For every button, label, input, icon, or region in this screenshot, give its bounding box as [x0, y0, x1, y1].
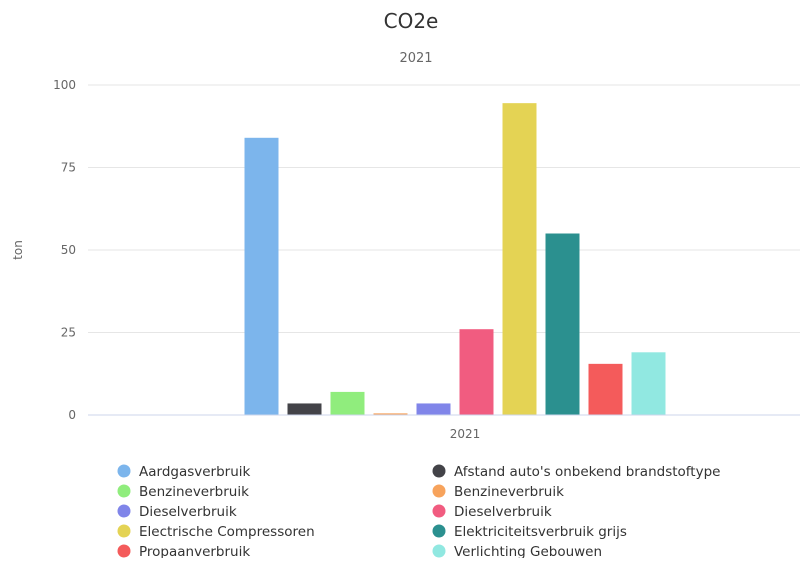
legend-item[interactable]: Dieselverbruik — [432, 504, 552, 520]
bar[interactable] — [287, 403, 322, 415]
legend-item[interactable]: Verlichting Gebouwen — [432, 544, 603, 560]
y-tick-label: 50 — [61, 243, 76, 257]
legend-item[interactable]: Dieselverbruik — [117, 504, 237, 520]
bar[interactable] — [502, 103, 537, 416]
bar[interactable] — [545, 233, 580, 416]
y-tick-label: 100 — [53, 78, 76, 92]
y-tick-label: 25 — [61, 326, 76, 340]
legend-marker — [432, 484, 446, 498]
legend-item[interactable]: Electrische Compressoren — [117, 524, 315, 540]
legend-label: Dieselverbruik — [454, 504, 552, 520]
legend-item[interactable]: Aardgasverbruik — [117, 464, 251, 480]
legend-marker — [117, 544, 131, 558]
chart-title: CO2e — [384, 9, 439, 33]
y-axis-label: ton — [11, 240, 25, 260]
legend-marker — [117, 504, 131, 518]
legend-label: Propaanverbruik — [139, 544, 250, 558]
bar[interactable] — [459, 329, 494, 415]
bar[interactable] — [330, 391, 365, 415]
legend-label: Benzineverbruik — [139, 484, 249, 500]
legend-label: Afstand auto's onbekend brandstoftype — [454, 464, 720, 480]
bars — [244, 103, 666, 416]
y-tick-label: 0 — [68, 408, 76, 422]
bar[interactable] — [631, 352, 666, 415]
legend-marker — [432, 524, 446, 538]
bar[interactable] — [244, 137, 279, 416]
bar[interactable] — [588, 363, 623, 415]
legend-label: Benzineverbruik — [454, 484, 564, 500]
legend-item[interactable]: Afstand auto's onbekend brandstoftype — [432, 464, 721, 480]
legend-label: Aardgasverbruik — [139, 464, 251, 480]
legend-label: Elektriciteitsverbruik grijs — [454, 524, 627, 540]
legend-item[interactable]: Benzineverbruik — [432, 484, 565, 500]
legend-item[interactable]: Elektriciteitsverbruik grijs — [432, 524, 627, 540]
y-axis-ticks: 0 25 50 75 100 — [53, 78, 76, 422]
legend-marker — [117, 524, 131, 538]
legend-marker — [117, 464, 131, 478]
legend: Aardgasverbruik Afstand auto's onbekend b… — [117, 464, 721, 560]
legend-label: Dieselverbruik — [139, 504, 237, 520]
x-axis-ticks: 2021 — [450, 427, 481, 441]
legend-marker — [432, 544, 446, 558]
bar[interactable] — [373, 413, 408, 415]
chart-subtitle: 2021 — [399, 51, 432, 66]
y-tick-label: 75 — [61, 161, 76, 175]
legend-label: Verlichting Gebouwen — [454, 544, 602, 558]
legend-item[interactable]: Propaanverbruik — [117, 544, 251, 560]
legend-item[interactable]: Benzineverbruik — [117, 484, 250, 500]
grid-lines — [88, 84, 800, 333]
legend-marker — [432, 504, 446, 518]
legend-marker — [432, 464, 446, 478]
legend-label: Electrische Compressoren — [139, 524, 315, 540]
x-tick-label: 2021 — [450, 427, 481, 441]
bar[interactable] — [416, 403, 451, 415]
legend-marker — [117, 484, 131, 498]
